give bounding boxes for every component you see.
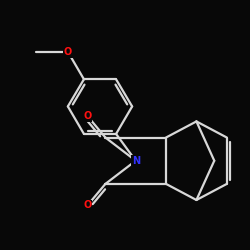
Text: O: O bbox=[83, 200, 92, 210]
Text: N: N bbox=[132, 156, 140, 166]
Text: O: O bbox=[83, 111, 92, 121]
Text: O: O bbox=[64, 47, 72, 57]
